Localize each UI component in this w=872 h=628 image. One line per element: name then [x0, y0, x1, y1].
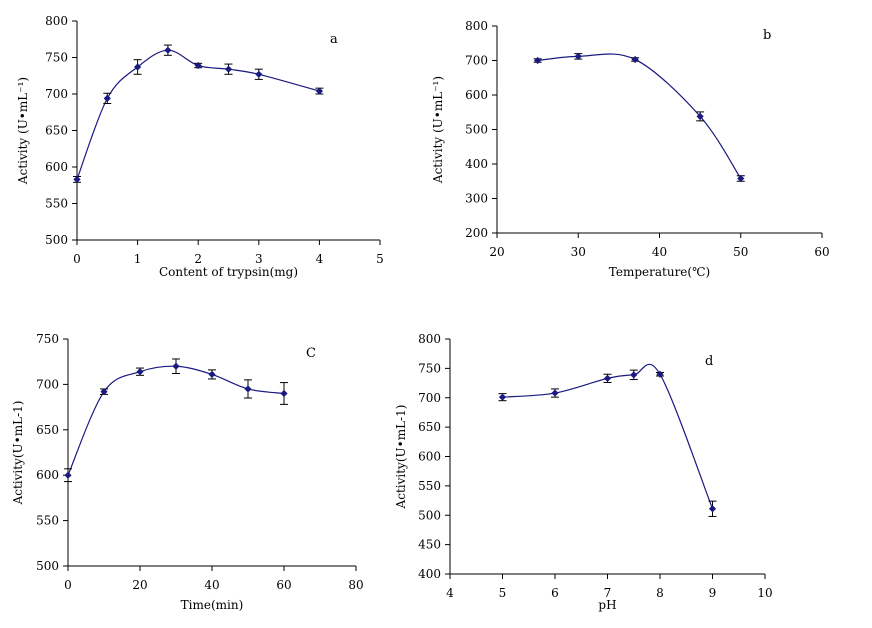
data-point	[737, 174, 745, 183]
y-axis-label: Activity(U•mL-1)	[11, 401, 25, 506]
x-axis-label: Content of trypsin(mg)	[159, 265, 298, 279]
x-tick-label: 40	[652, 245, 667, 259]
data-point	[708, 505, 717, 513]
panel-b: 200 300 400 500 600 700 800 20 30 40 50 60 Temperatu…	[431, 19, 830, 279]
x-axis-label: Time(min)	[181, 598, 244, 612]
x-tick-label: 0	[73, 252, 81, 266]
series-line	[67, 365, 285, 476]
data-point	[164, 46, 172, 54]
data-point	[696, 112, 704, 120]
data-point	[73, 175, 81, 184]
y-tick-label: 650	[418, 420, 441, 434]
data-point	[498, 393, 507, 401]
y-axis-label: Activity(U•mL-1)	[394, 405, 408, 510]
y-tick-label: 300	[465, 192, 488, 206]
data-point	[224, 65, 233, 73]
series-line	[537, 53, 742, 179]
y-tick-label: 700	[418, 391, 441, 405]
x-tick-label: 2	[194, 252, 202, 266]
x-tick-label: 0	[64, 578, 72, 592]
x-tick-label: 7	[604, 586, 612, 600]
panel-a: 500 550 600 650 700 750 800 0 1 2 3 4 5 Content of tr…	[16, 14, 384, 279]
data-point	[244, 385, 252, 393]
x-tick-label: 4	[316, 252, 324, 266]
y-tick-label: 550	[418, 479, 441, 493]
data-point	[136, 368, 144, 376]
y-tick-label: 600	[465, 88, 488, 102]
y-tick-label: 700	[36, 377, 59, 391]
data-point	[574, 52, 582, 60]
series-line	[76, 49, 320, 180]
data-point	[208, 370, 216, 379]
x-tick-label: 3	[255, 252, 263, 266]
y-tick-label: 600	[418, 450, 441, 464]
data-point	[630, 371, 638, 379]
data-point	[194, 61, 202, 70]
y-tick-label: 550	[45, 197, 68, 211]
x-tick-label: 50	[733, 245, 748, 259]
x-tick-label: 10	[757, 586, 772, 600]
y-tick-label: 800	[465, 19, 488, 33]
x-tick-label: 30	[571, 245, 586, 259]
panel-letter: d	[705, 354, 713, 369]
y-tick-label: 400	[465, 157, 488, 171]
y-tick-label: 200	[465, 226, 488, 240]
x-tick-label: 9	[709, 586, 717, 600]
y-tick-label: 700	[465, 54, 488, 68]
y-axis-label: Activity (U•mL⁻¹)	[431, 76, 445, 184]
y-tick-label: 750	[45, 51, 68, 65]
y-tick-label: 750	[36, 332, 59, 346]
data-point	[603, 374, 612, 382]
y-tick-label: 500	[36, 559, 59, 573]
y-tick-label: 700	[45, 87, 68, 101]
y-tick-label: 500	[465, 123, 488, 137]
x-tick-label: 60	[814, 245, 829, 259]
y-tick-label: 600	[45, 160, 68, 174]
data-point	[100, 388, 108, 396]
x-tick-label: 5	[499, 586, 507, 600]
y-tick-label: 450	[418, 538, 441, 552]
x-tick-label: 5	[376, 252, 384, 266]
x-tick-label: 80	[348, 578, 363, 592]
data-point	[551, 389, 559, 397]
data-point	[656, 370, 664, 378]
data-point	[134, 63, 142, 71]
x-tick-label: 40	[204, 578, 219, 592]
y-tick-label: 800	[418, 332, 441, 346]
data-point	[534, 56, 542, 65]
y-tick-label: 400	[418, 567, 441, 581]
data-point	[255, 70, 263, 78]
panel-letter: a	[330, 32, 338, 47]
x-tick-label: 60	[276, 578, 291, 592]
panel-d: 400 450 500 550 600 650 700 750 800 4 5 6 7 8 9 10 pH Act…	[394, 332, 773, 612]
data-point	[631, 55, 639, 64]
panel-letter: b	[763, 28, 771, 43]
data-point	[64, 471, 72, 479]
y-tick-label: 650	[36, 423, 59, 437]
data-point	[315, 87, 323, 95]
panel-c: 500 550 600 650 700 750 0 20 40 60 80 Time(min) Acti…	[11, 332, 364, 612]
panel-letter: C	[306, 346, 316, 361]
x-axis-label: pH	[598, 598, 616, 612]
y-tick-label: 600	[36, 468, 59, 482]
y-tick-label: 650	[45, 124, 68, 138]
x-tick-label: 6	[551, 586, 559, 600]
x-tick-label: 1	[134, 252, 142, 266]
y-tick-label: 500	[418, 508, 441, 522]
x-tick-label: 8	[656, 586, 664, 600]
y-tick-label: 500	[45, 233, 68, 247]
series-line	[502, 363, 714, 510]
x-tick-label: 4	[446, 586, 454, 600]
data-point	[103, 94, 111, 102]
x-tick-label: 20	[132, 578, 147, 592]
y-tick-label: 800	[45, 14, 68, 28]
x-tick-label: 20	[489, 245, 504, 259]
data-point	[280, 389, 288, 398]
y-axis-label: Activity (U•mL⁻¹)	[16, 77, 30, 185]
x-axis-label: Temperature(℃)	[609, 265, 710, 279]
y-tick-label: 750	[418, 361, 441, 375]
data-point	[172, 362, 180, 370]
y-tick-label: 550	[36, 514, 59, 528]
